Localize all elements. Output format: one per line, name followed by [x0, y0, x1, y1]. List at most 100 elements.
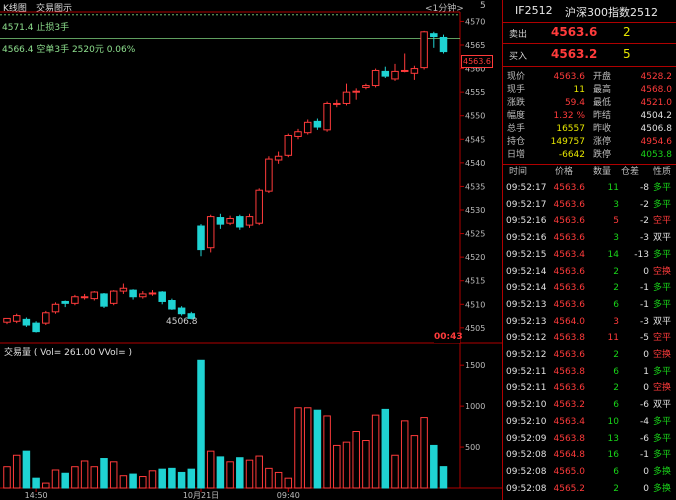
tick-row[interactable]: 09:52:11 4563.8 6 1 多平	[503, 366, 676, 379]
tab-kline[interactable]: K线图	[3, 4, 27, 14]
tick-row[interactable]: 09:52:10 4563.4 10 -4 多平	[503, 416, 676, 429]
candle-body	[294, 131, 302, 137]
tick-time: 09:52:10	[506, 400, 547, 411]
tick-row[interactable]: 09:52:16 4563.6 3 -3 双平	[503, 232, 676, 245]
volume-bar	[362, 440, 370, 489]
sell-row[interactable]: 卖出 4563.6 2	[503, 23, 676, 44]
stat-label: 开盘	[593, 72, 612, 82]
volume-bar	[323, 415, 331, 489]
tick-row[interactable]: 09:52:08 4565.0 6 0 多换	[503, 466, 676, 479]
price-chart[interactable]: 4505 4510 4515 4520 4525 4530 4535 4540 4545 4550…	[0, 0, 502, 500]
volume-bar	[42, 482, 50, 489]
stat-label: 最低	[593, 98, 612, 108]
tick-row[interactable]: 09:52:12 4563.6 2 0 空换	[503, 349, 676, 362]
stat-label: 涨停	[593, 137, 612, 147]
stats-row: 日增 -6642 跌停 4053.8	[503, 149, 676, 162]
tick-row[interactable]: 09:52:16 4563.6 5 -2 空平	[503, 215, 676, 228]
volume-bar	[255, 455, 263, 489]
volume-bar	[371, 414, 380, 489]
tick-nature: 空换	[653, 266, 672, 277]
chart-panel[interactable]: K线图 交易图示 <1分钟> 5 4505 4510 4515 4520 4525 453…	[0, 0, 502, 500]
candle-body	[168, 300, 176, 310]
tick-row[interactable]: 09:52:11 4563.6 2 0 空换	[503, 382, 676, 395]
price-tick-label: 4520	[465, 253, 485, 262]
candle-body	[197, 225, 205, 251]
candle-body	[139, 293, 147, 298]
tick-row[interactable]: 09:52:10 4563.2 6 -6 双平	[503, 399, 676, 412]
tick-price: 4563.6	[553, 299, 586, 310]
tick-qty: 11	[607, 333, 619, 344]
volume-bar	[100, 458, 108, 489]
candle-body	[80, 296, 89, 299]
volume-bar	[119, 475, 128, 489]
tick-diff: -2	[640, 199, 649, 210]
tick-row[interactable]: 09:52:14 4563.6 2 -1 多平	[503, 282, 676, 295]
tab-trade-chart[interactable]: 交易图示	[36, 4, 73, 14]
volume-bar	[129, 473, 137, 489]
stat-label: 跌停	[593, 150, 612, 160]
tick-row[interactable]: 09:52:08 4565.2 2 0 多换	[503, 483, 676, 496]
stat-value: -6642	[558, 150, 585, 160]
time-tick-label: 09:40	[277, 491, 300, 500]
stat-label: 日增	[507, 150, 526, 160]
candle-body	[323, 102, 331, 131]
stat-value: 16557	[556, 124, 585, 134]
volume-bar	[284, 477, 293, 489]
stat-label: 昨收	[593, 124, 612, 134]
candle-body	[12, 315, 21, 322]
tick-row[interactable]: 09:52:13 4563.6 6 -1 多平	[503, 299, 676, 312]
candle-body	[245, 216, 254, 226]
tick-nature: 多平	[653, 283, 672, 294]
tick-price: 4563.8	[553, 333, 586, 344]
candle-body	[391, 70, 399, 80]
candle-body	[206, 216, 215, 249]
ticks-header-cell: 数量	[593, 167, 612, 177]
tick-price: 4563.8	[553, 366, 586, 377]
candle-body	[333, 102, 341, 105]
tick-row[interactable]: 09:52:09 4563.8 13 -6 多平	[503, 433, 676, 446]
tick-time: 09:52:15	[506, 249, 547, 260]
volume-bar	[158, 468, 166, 489]
ticks-header-cell: 价格	[555, 167, 574, 177]
tick-qty: 10	[607, 416, 619, 427]
tick-diff: 0	[643, 350, 649, 360]
tick-diff: -2	[640, 216, 649, 227]
tick-time: 09:52:13	[506, 299, 547, 310]
candle-body	[236, 216, 244, 228]
volume-bar	[168, 467, 176, 489]
candle-body	[42, 312, 50, 324]
tick-diff: -1	[640, 450, 649, 461]
tick-nature: 双平	[653, 400, 672, 411]
buy-row[interactable]: 买入 4563.2 5	[503, 44, 676, 67]
tick-row[interactable]: 09:52:17 4563.6 11 -8 多平	[503, 182, 676, 195]
volume-bar	[32, 477, 40, 489]
candle-body	[381, 70, 390, 77]
tick-row[interactable]: 09:52:14 4563.6 2 0 空换	[503, 266, 676, 279]
tick-row[interactable]: 09:52:08 4564.8 16 -1 多平	[503, 449, 676, 462]
tick-diff: 0	[643, 483, 649, 494]
price-tick-label: 4515	[465, 277, 485, 286]
volume-bar	[12, 454, 21, 489]
volume-bar	[303, 407, 312, 489]
price-tick-label: 4525	[465, 230, 485, 239]
tick-row[interactable]: 09:52:17 4563.6 3 -2 多平	[503, 199, 676, 212]
volume-bar	[139, 476, 147, 489]
tick-price: 4563.6	[553, 233, 586, 244]
period-selector[interactable]: <1分钟>	[425, 4, 464, 14]
tick-row[interactable]: 09:52:15 4563.4 14 -13 多平	[503, 249, 676, 262]
ticks-list[interactable]: 09:52:17 4563.6 11 -8 多平 09:52:17 4563.6 3 -2 多平 0…	[503, 182, 676, 500]
contract-name: 沪深300指数2512	[565, 6, 658, 19]
volume-tick-label: 1000	[465, 402, 485, 411]
tick-row[interactable]: 09:52:13 4564.0 3 -3 双平	[503, 316, 676, 329]
tick-row[interactable]: 09:52:12 4563.8 11 -5 空平	[503, 332, 676, 345]
tick-time: 09:52:12	[506, 350, 547, 360]
tick-nature: 空换	[653, 383, 672, 394]
volume-bar	[400, 420, 409, 489]
tick-diff: 0	[643, 266, 649, 277]
tick-diff: 0	[643, 466, 649, 477]
stat-value: 4568.0	[640, 85, 673, 95]
tick-time: 09:52:17	[506, 199, 547, 210]
stop-loss-label[interactable]: 4571.4 止损3手	[2, 23, 70, 33]
candle-body	[352, 90, 360, 93]
short-order-label[interactable]: 4566.4 空单3手 2520元 0.06%	[2, 45, 136, 55]
